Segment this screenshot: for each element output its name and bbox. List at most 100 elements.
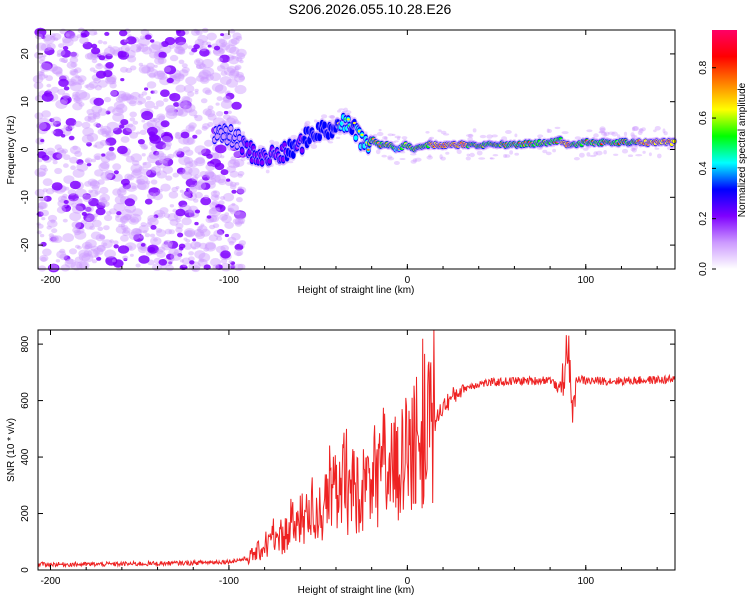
noise-blob [229, 46, 240, 55]
noise-blob [227, 236, 237, 244]
y-tick-label: -20 [20, 237, 31, 252]
noise-blob [194, 114, 203, 122]
noise-blob [63, 200, 69, 204]
noise-blob [186, 137, 196, 145]
x-tick-label: -200 [40, 576, 60, 587]
noise-blob [95, 233, 106, 242]
noise-blob [443, 133, 450, 136]
ridge-mid [228, 125, 233, 131]
noise-blob [465, 156, 471, 161]
noise-blob [476, 150, 483, 156]
noise-blob [105, 110, 111, 115]
noise-blob [64, 258, 77, 268]
noise-blob [234, 211, 247, 221]
noise-blob [181, 191, 191, 199]
noise-blob [230, 265, 236, 269]
noise-blob [119, 216, 129, 224]
noise-blob [67, 189, 77, 196]
noise-blob [183, 190, 193, 197]
noise-blob [209, 72, 221, 81]
noise-blob [231, 202, 236, 206]
noise-blob [144, 233, 151, 238]
noise-blob [87, 116, 96, 123]
noise-blob [84, 245, 90, 250]
noise-blob [123, 213, 132, 221]
noise-blob [148, 246, 156, 253]
noise-blob [226, 78, 239, 88]
noise-blob [129, 117, 136, 122]
noise-blob [147, 66, 155, 72]
noise-blob [177, 253, 183, 257]
noise-blob [110, 90, 119, 97]
noise-blob [221, 43, 227, 48]
noise-blob [75, 188, 87, 198]
noise-blob [138, 235, 144, 239]
noise-blob [37, 202, 47, 209]
noise-blob [105, 256, 118, 266]
noise-blob [240, 157, 246, 162]
noise-blob [290, 134, 297, 139]
noise-blob [227, 159, 240, 169]
noise-blob [197, 228, 201, 232]
noise-blob [161, 242, 173, 251]
noise-blob [344, 110, 352, 115]
noise-blob [146, 120, 157, 128]
noise-blob [208, 207, 221, 217]
ridge-mid [317, 134, 322, 140]
noise-blob [97, 226, 104, 231]
noise-blob [188, 251, 195, 256]
noise-blob [599, 126, 606, 132]
noise-blob [216, 236, 223, 241]
noise-blob [60, 264, 70, 272]
noise-blob [104, 249, 116, 259]
noise-blob [103, 214, 113, 222]
noise-blob [394, 135, 402, 139]
noise-blob [194, 181, 206, 191]
noise-blob [199, 76, 210, 84]
noise-blob [142, 162, 147, 166]
noise-blob [120, 136, 130, 143]
noise-blob [175, 131, 180, 136]
noise-blob [123, 39, 129, 43]
noise-blob [37, 223, 44, 229]
noise-blob [105, 62, 114, 69]
noise-blob [123, 257, 128, 262]
noise-blob [92, 219, 102, 228]
noise-blob [236, 197, 243, 203]
noise-blob [623, 131, 628, 137]
noise-blob [133, 233, 144, 242]
noise-blob [188, 186, 198, 194]
noise-blob [59, 253, 68, 261]
noise-blob [54, 167, 63, 175]
noise-blob [633, 135, 638, 139]
noise-blob [164, 155, 171, 161]
noise-blob [90, 245, 99, 252]
noise-blob [84, 222, 94, 230]
noise-blob [399, 158, 406, 160]
noise-blob [139, 129, 147, 135]
noise-blob [218, 48, 226, 54]
noise-blob [205, 109, 216, 118]
noise-blob [65, 258, 74, 265]
noise-blob [188, 109, 198, 117]
noise-blob [98, 162, 110, 172]
noise-blob [96, 256, 102, 261]
noise-blob [212, 151, 223, 159]
noise-blob [621, 148, 629, 154]
noise-blob [230, 261, 236, 265]
noise-blob [104, 130, 112, 135]
noise-blob [72, 91, 80, 98]
noise-blob [166, 253, 175, 260]
noise-blob [197, 258, 208, 267]
noise-blob [233, 151, 241, 158]
noise-blob [81, 211, 87, 216]
noise-blob [220, 99, 233, 109]
noise-blob [95, 63, 104, 70]
noise-blob [34, 188, 45, 197]
noise-blob [237, 121, 242, 125]
noise-blob [158, 158, 165, 163]
noise-blob [144, 87, 149, 91]
noise-blob [120, 215, 129, 223]
noise-blob [88, 81, 99, 89]
noise-blob [140, 28, 150, 36]
